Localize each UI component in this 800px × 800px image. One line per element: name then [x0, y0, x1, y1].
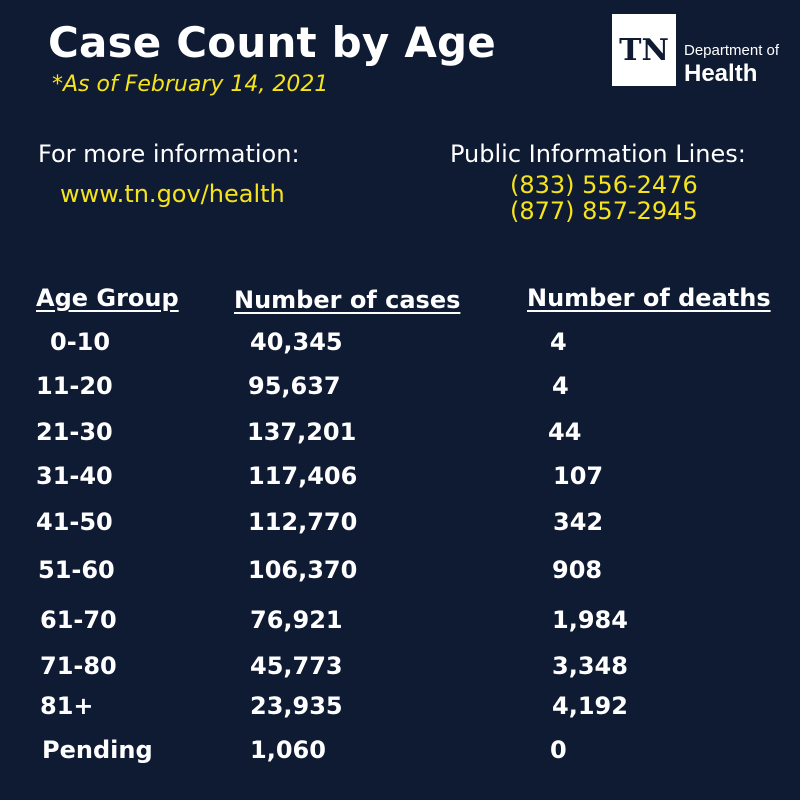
page-title: Case Count by Age	[48, 18, 496, 67]
logo-health-text: Health	[684, 60, 758, 87]
cases-cell: 112,770	[248, 508, 358, 536]
age-group-cell: 11-20	[36, 372, 113, 400]
phone-number-1[interactable]: (833) 556-2476	[510, 171, 698, 199]
deaths-cell: 4	[550, 328, 567, 356]
tn-health-logo: TN Department of Health	[612, 14, 792, 88]
cases-cell: 45,773	[250, 652, 343, 680]
more-info-label: For more information:	[38, 140, 300, 168]
as-of-date: *As of February 14, 2021	[52, 72, 329, 97]
age-group-cell: 81+	[40, 692, 94, 720]
deaths-cell: 107	[553, 462, 604, 490]
tn-logo-mark: TN	[612, 14, 676, 86]
header-number-of-cases: Number of cases	[234, 286, 461, 314]
age-group-cell: 21-30	[36, 418, 113, 446]
deaths-cell: 4	[552, 372, 569, 400]
deaths-cell: 908	[552, 556, 603, 584]
header-number-of-deaths: Number of deaths	[527, 284, 771, 312]
cases-cell: 23,935	[250, 692, 343, 720]
deaths-cell: 342	[553, 508, 604, 536]
age-group-cell: 71-80	[40, 652, 117, 680]
deaths-cell: 1,984	[552, 606, 628, 634]
deaths-cell: 4,192	[552, 692, 628, 720]
age-group-cell: 41-50	[36, 508, 113, 536]
public-info-lines-label: Public Information Lines:	[450, 140, 746, 168]
cases-cell: 137,201	[247, 418, 357, 446]
age-group-cell: 0-10	[50, 328, 111, 356]
cases-cell: 117,406	[248, 462, 358, 490]
age-group-cell: Pending	[42, 736, 153, 764]
header-age-group: Age Group	[36, 284, 179, 312]
deaths-cell: 3,348	[552, 652, 628, 680]
website-link[interactable]: www.tn.gov/health	[60, 180, 285, 208]
deaths-cell: 0	[550, 736, 567, 764]
cases-cell: 106,370	[248, 556, 358, 584]
age-group-cell: 51-60	[38, 556, 115, 584]
deaths-cell: 44	[548, 418, 582, 446]
phone-number-2[interactable]: (877) 857-2945	[510, 197, 698, 225]
cases-cell: 1,060	[250, 736, 326, 764]
age-group-cell: 61-70	[40, 606, 117, 634]
age-group-cell: 31-40	[36, 462, 113, 490]
logo-department-text: Department of	[684, 42, 780, 59]
cases-cell: 76,921	[250, 606, 343, 634]
cases-cell: 95,637	[248, 372, 341, 400]
cases-cell: 40,345	[250, 328, 343, 356]
